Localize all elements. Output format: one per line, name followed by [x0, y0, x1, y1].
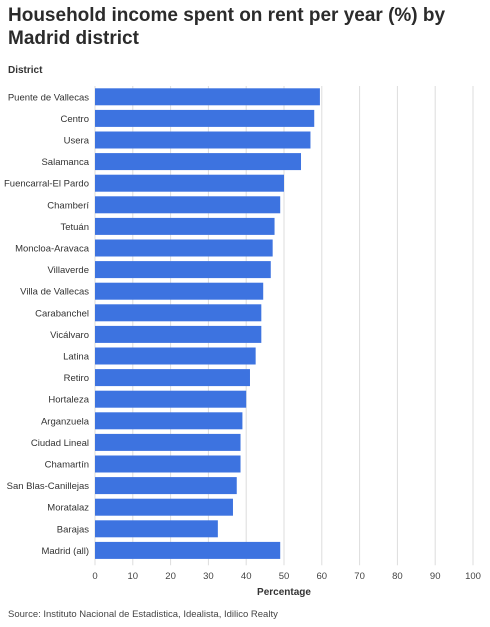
bar — [95, 347, 256, 365]
x-tick-label: 100 — [465, 571, 481, 582]
x-tick-label: 30 — [203, 571, 214, 582]
bar — [95, 304, 262, 322]
chart-title: Household income spent on rent per year … — [8, 5, 446, 49]
x-tick-label: 10 — [128, 571, 139, 582]
bar — [95, 282, 264, 300]
bar — [95, 412, 243, 430]
x-tick-label: 0 — [92, 571, 97, 582]
bar — [95, 131, 311, 149]
category-label: Chamberí — [47, 200, 89, 211]
category-label: San Blas-Canillejas — [7, 481, 90, 492]
category-label: Vicálvaro — [50, 330, 89, 341]
category-label: Barajas — [57, 524, 89, 535]
bar — [95, 239, 273, 257]
category-label: Centro — [60, 114, 89, 125]
bar — [95, 109, 315, 127]
category-label: Moncloa-Aravaca — [15, 244, 90, 255]
category-label: Usera — [64, 136, 90, 147]
bar — [95, 174, 284, 192]
x-axis-title: Percentage — [257, 587, 311, 598]
x-tick-label: 40 — [241, 571, 252, 582]
category-label: Fuencarral-El Pardo — [4, 179, 89, 190]
bar — [95, 541, 281, 559]
bar-chart: Puente de Vallecas Centro Usera Salamanca Fu… — [4, 86, 481, 598]
category-label: Salamanca — [41, 157, 89, 168]
category-label: Retiro — [64, 373, 89, 384]
x-tick-label: 60 — [317, 571, 328, 582]
x-tick-label: 70 — [354, 571, 365, 582]
source-note: Source: Instituto Nacional de Estadistic… — [8, 609, 278, 620]
bar — [95, 498, 233, 516]
x-tick-label: 20 — [165, 571, 176, 582]
x-tick-labels: 0 10 20 30 40 50 60 70 80 90 100 — [92, 571, 481, 582]
bar — [95, 325, 262, 343]
bar — [95, 390, 247, 408]
category-label: Hortaleza — [48, 395, 89, 406]
category-label: Madrid (all) — [41, 546, 89, 557]
bar — [95, 217, 275, 235]
category-labels: Puente de Vallecas Centro Usera Salamanca Fu… — [4, 92, 90, 557]
bar — [95, 88, 320, 106]
category-label: Arganzuela — [41, 416, 90, 427]
category-label: Moratalaz — [47, 503, 89, 514]
bar — [95, 455, 241, 473]
x-tick-label: 90 — [430, 571, 441, 582]
category-label: Puente de Vallecas — [8, 92, 89, 103]
bars — [95, 88, 320, 559]
category-label: Tetuán — [60, 222, 89, 233]
category-label: Chamartín — [45, 460, 89, 471]
bar — [95, 477, 237, 495]
category-label: Villaverde — [47, 265, 89, 276]
category-label: Latina — [63, 352, 90, 363]
x-tick-label: 50 — [279, 571, 290, 582]
bar — [95, 433, 241, 451]
bar — [95, 369, 250, 387]
category-label: Ciudad Lineal — [31, 438, 89, 449]
category-label: Carabanchel — [35, 308, 89, 319]
bar — [95, 261, 271, 279]
y-axis-title: District — [8, 65, 43, 76]
category-label: Villa de Vallecas — [20, 287, 89, 298]
x-tick-label: 80 — [392, 571, 403, 582]
bar — [95, 153, 302, 171]
bar — [95, 196, 281, 214]
bar — [95, 520, 218, 538]
